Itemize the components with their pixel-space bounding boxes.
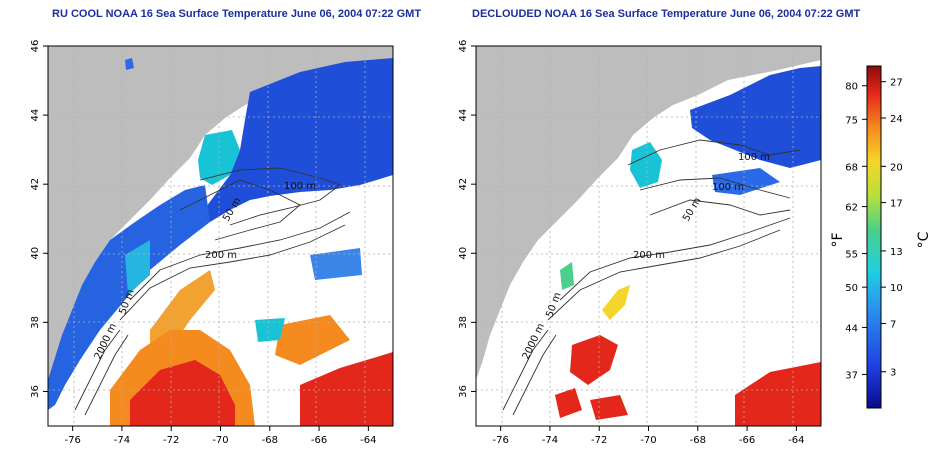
- fahrenheit-axis-label: °F: [830, 232, 846, 247]
- left-contour-label-100m: 100 m: [284, 181, 316, 192]
- colorbar-f-tick-label: 62: [845, 203, 858, 214]
- colorbar-c-tick-label: 3: [890, 368, 896, 379]
- right-map-panel: 100 m 100 m 50 m 200 m 50 m 2000 m -76 -7…: [458, 40, 822, 446]
- colorbar-gradient: [866, 65, 882, 409]
- colorbar-f-tick-label: 80: [845, 82, 858, 93]
- left-bathymetry-contours: [74, 167, 351, 416]
- right-x-tick-label: -70: [640, 435, 656, 446]
- left-coastal-blue: [48, 185, 210, 410]
- right-contour-label-100m: 100 m: [712, 182, 744, 193]
- right-y-tick-label: 38: [458, 316, 469, 329]
- left-panel-title: RU COOL NOAA 16 Sea Surface Temperature …: [52, 8, 422, 20]
- left-y-tick-label: 38: [30, 316, 41, 329]
- colorbar-c-tick-label: 17: [890, 199, 903, 210]
- colorbar-f-tick-label: 68: [845, 162, 858, 173]
- left-x-tick-label: -70: [212, 435, 228, 446]
- right-x-tick-label: -68: [690, 435, 706, 446]
- left-hot-southeast: [300, 352, 393, 426]
- left-x-tick-label: -74: [114, 435, 130, 446]
- right-x-tick-label: -74: [542, 435, 558, 446]
- colorbar-f-tick-label: 44: [845, 323, 858, 334]
- right-x-tick-label: -64: [788, 435, 804, 446]
- left-map-area: 100 m 50 m 200 m 50 m 2000 m: [48, 46, 393, 426]
- right-hot-patch-central: [570, 335, 618, 385]
- right-x-tick-label: -72: [591, 435, 607, 446]
- colorbar-ticks: 80 75 68 62 55 50 44 37 27 24 20 17 13 10 7 3: [845, 78, 902, 382]
- colorbar-c-tick-label: 7: [890, 319, 896, 330]
- right-warm-streak: [602, 285, 630, 320]
- right-hot-patch-south: [590, 395, 628, 420]
- right-y-tick-label: 42: [458, 178, 469, 191]
- right-land-mass: [476, 46, 821, 380]
- left-blue-patch-east: [310, 248, 362, 280]
- left-x-tick-label: -72: [163, 435, 179, 446]
- left-y-tick-label: 42: [30, 178, 41, 191]
- left-y-tick-label: 44: [30, 109, 41, 122]
- right-x-tick-label: -76: [492, 435, 508, 446]
- right-panel-title: DECLOUDED NOAA 16 Sea Surface Temperatur…: [472, 8, 861, 20]
- left-y-tick-label: 36: [30, 385, 41, 398]
- right-hot-patch-southwest: [555, 388, 582, 418]
- right-contour-label-100m-north: 100 m: [738, 152, 770, 163]
- left-cold-water-patch: [125, 58, 134, 70]
- colorbar-c-tick-label: 13: [890, 247, 903, 258]
- right-y-tick-label: 46: [458, 40, 469, 53]
- colorbar-c-tick-label: 27: [890, 78, 903, 89]
- left-hot-core: [130, 360, 235, 426]
- left-warm-southeast: [275, 315, 350, 365]
- left-land-mass: [48, 46, 393, 380]
- colorbar-f-tick-label: 75: [845, 115, 858, 126]
- left-y-tick-label: 46: [30, 40, 41, 53]
- left-x-tick-label: -64: [360, 435, 376, 446]
- right-y-tick-label: 44: [458, 109, 469, 122]
- right-cool-water: [630, 142, 662, 188]
- right-blue-patch: [712, 168, 780, 195]
- left-y-tick-label: 40: [30, 247, 41, 260]
- left-cool-patch-south: [255, 318, 285, 342]
- colorbar-c-tick-label: 20: [890, 162, 903, 173]
- left-cold-water-north: [200, 58, 393, 222]
- left-gridlines: [48, 46, 393, 426]
- colorbar-f-tick-label: 37: [845, 370, 858, 381]
- right-contour-label-200m: 200 m: [633, 250, 665, 261]
- right-gridlines: [476, 46, 821, 426]
- colorbar-c-tick-label: 24: [890, 114, 903, 125]
- left-x-tick-label: -76: [64, 435, 80, 446]
- right-x-tick-label: -66: [739, 435, 755, 446]
- colorbar-c-tick-label: 10: [890, 283, 903, 294]
- colorbar-f-tick-label: 55: [845, 250, 858, 261]
- left-contour-label-200m: 200 m: [205, 250, 237, 261]
- left-x-tick-label: -68: [262, 435, 278, 446]
- right-bathymetry-contours: [502, 139, 801, 416]
- right-hot-southeast: [735, 362, 821, 426]
- temperature-colorbar: 80 75 68 62 55 50 44 37 27 24 20 17 13 10 7 3 °F °C: [830, 65, 932, 409]
- right-y-tick-label: 36: [458, 385, 469, 398]
- right-axis-ticks: -76 -74 -72 -70 -68 -66 -64 36 38 40 42 44 46: [458, 40, 805, 446]
- colorbar-f-tick-label: 50: [845, 283, 858, 294]
- right-map-area: 100 m 100 m 50 m 200 m 50 m 2000 m: [476, 46, 821, 426]
- right-coastal-cyan: [560, 262, 574, 290]
- celsius-axis-label: °C: [916, 231, 932, 248]
- left-map-panel: 100 m 50 m 200 m 50 m 2000 m -76 -74 -72 -7…: [30, 40, 394, 446]
- right-y-tick-label: 40: [458, 247, 469, 260]
- left-axis-ticks: -76 -74 -72 -70 -68 -66 -64 36 38 40 42 44 46: [30, 40, 377, 446]
- left-x-tick-label: -66: [311, 435, 327, 446]
